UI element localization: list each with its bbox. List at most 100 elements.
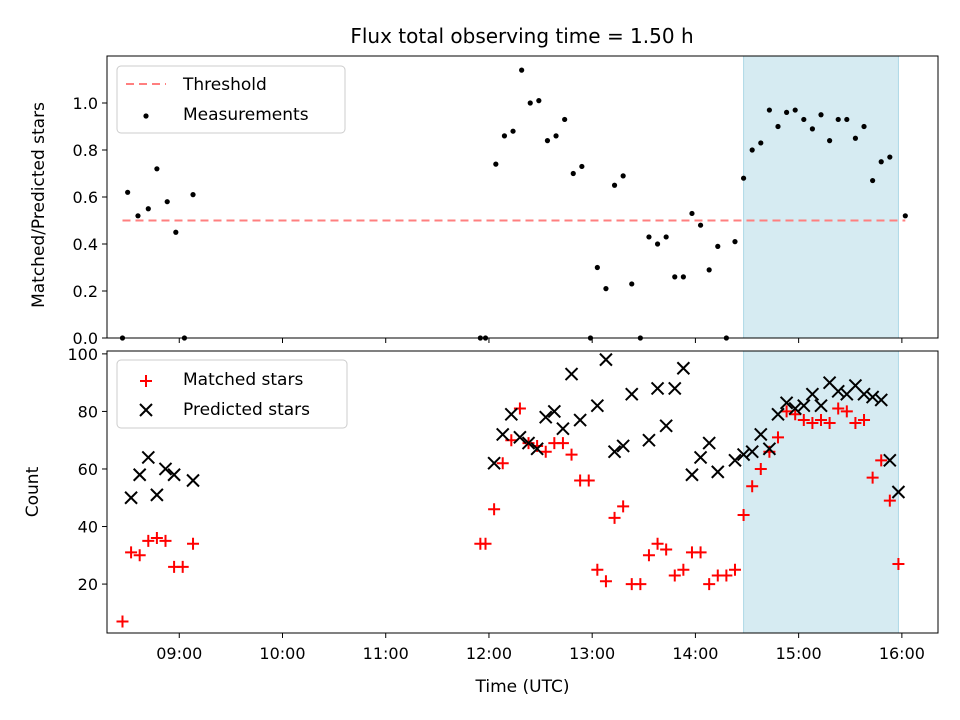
- measurement-point: [715, 243, 721, 249]
- predicted-star-point: [702, 436, 716, 450]
- measurement-point: [527, 100, 533, 106]
- measurement-point: [164, 199, 170, 205]
- measurement-point: [680, 274, 686, 280]
- measurement-point: [870, 177, 876, 184]
- predicted-star-point: [762, 442, 777, 456]
- legend-matched-swatch: [140, 375, 152, 387]
- x-tick-label: 09:00: [156, 644, 202, 663]
- predicted-star-point: [642, 433, 656, 447]
- legend-predicted-label: Predicted stars: [183, 400, 310, 420]
- measurement-point: [766, 107, 772, 113]
- y-tick-label: 0.2: [73, 282, 98, 301]
- x-tick-label: 16:00: [879, 644, 925, 663]
- matched-star-point: [133, 549, 146, 562]
- legend-measurement-swatch: [143, 113, 149, 119]
- predicted-star-point: [573, 413, 587, 427]
- x-tick-label: 15:00: [776, 644, 822, 663]
- predicted-star-point: [685, 468, 699, 482]
- y-tick-label: 60: [78, 460, 98, 479]
- matched-star-point: [849, 416, 862, 429]
- predicted-star-point: [676, 361, 691, 375]
- measurement-point: [827, 138, 833, 144]
- predicted-star-point: [788, 401, 802, 416]
- x-tick-label: 11:00: [363, 644, 409, 663]
- predicted-star-point: [728, 453, 742, 468]
- measurement-point: [861, 123, 867, 130]
- legend-measurement-label: Measurements: [183, 105, 309, 125]
- y-tick-label: 80: [78, 402, 98, 421]
- matched-star-point: [556, 437, 569, 450]
- count-plot-frame: [106, 350, 939, 634]
- predicted-star-point: [745, 445, 759, 459]
- count-ylabel: Count: [23, 466, 43, 517]
- measurement-point: [646, 234, 652, 240]
- x-tick-label: 14:00: [672, 644, 718, 663]
- predicted-star-point: [124, 491, 138, 505]
- matched-star-point: [832, 402, 845, 415]
- matched-star-point: [176, 560, 189, 573]
- measurement-point: [594, 264, 600, 271]
- measurement-point: [611, 182, 618, 188]
- matched-star-point: [608, 511, 621, 524]
- matched-star-point: [539, 445, 552, 458]
- predicted-star-point: [487, 456, 501, 470]
- y-tick-label: 100: [67, 345, 98, 364]
- matched-star-point: [806, 416, 819, 429]
- measurement-point: [732, 239, 738, 245]
- predicted-star-point: [547, 404, 562, 419]
- measurement-point: [654, 241, 661, 247]
- y-tick-label: 1.0: [73, 94, 98, 113]
- predicted-star-point: [616, 439, 630, 453]
- measurement-point: [844, 116, 850, 123]
- legend-predicted-swatch: [139, 403, 153, 417]
- predicted-star-point: [141, 450, 155, 465]
- y-ticks: 20 40 60 80 100: [67, 345, 107, 594]
- predicted-star-point: [883, 453, 897, 468]
- measurement-point: [672, 274, 678, 280]
- matched-star-point: [150, 532, 163, 545]
- matched-star-point: [823, 416, 836, 429]
- legend-matched-label: Matched stars: [183, 370, 303, 390]
- matched-star-point: [116, 615, 129, 628]
- predicted-star-point: [650, 381, 665, 396]
- matched-star-point: [142, 534, 155, 547]
- matched-star-point: [479, 537, 492, 550]
- matched-star-point: [694, 546, 707, 559]
- matched-star-point: [496, 457, 509, 470]
- measurement-point: [835, 116, 841, 123]
- predicted-star-point: [556, 421, 570, 436]
- measurement-point: [706, 267, 712, 273]
- predicted-star-point: [625, 387, 639, 401]
- measurement-point: [740, 175, 747, 181]
- predicted-star-point: [590, 398, 605, 413]
- matched-star-point: [720, 569, 733, 582]
- matched-star-point: [780, 405, 793, 418]
- measurement-point: [553, 133, 559, 139]
- matched-star-point: [582, 474, 595, 487]
- y-tick-label: 0.4: [73, 235, 98, 254]
- matched-star-point: [746, 480, 759, 493]
- y-ticks: 0.0 0.2 0.4 0.6 0.8 1.0: [73, 94, 107, 348]
- measurement-point: [887, 154, 893, 160]
- predicted-star-point: [736, 447, 751, 462]
- measurement-point: [852, 135, 859, 141]
- time-xlabel: Time (UTC): [475, 677, 570, 697]
- matched-star-point: [754, 462, 767, 475]
- predicted-star-point: [779, 396, 794, 410]
- measurement-point: [570, 170, 576, 177]
- predicted-star-point: [891, 485, 906, 499]
- highlight-span: [743, 55, 899, 339]
- predicted-star-point: [659, 419, 673, 433]
- matched-star-point: [668, 569, 681, 582]
- measurement-point: [562, 116, 568, 123]
- predicted-star-point: [754, 427, 768, 442]
- measurement-point: [519, 67, 525, 73]
- predicted-star-point: [865, 390, 880, 404]
- predicted-star-point: [599, 352, 613, 367]
- predicted-star-point: [150, 488, 164, 502]
- matched-star-point: [815, 414, 828, 427]
- predicted-star-point: [521, 436, 536, 450]
- measurement-point: [818, 112, 824, 118]
- predicted-star-point: [668, 381, 682, 396]
